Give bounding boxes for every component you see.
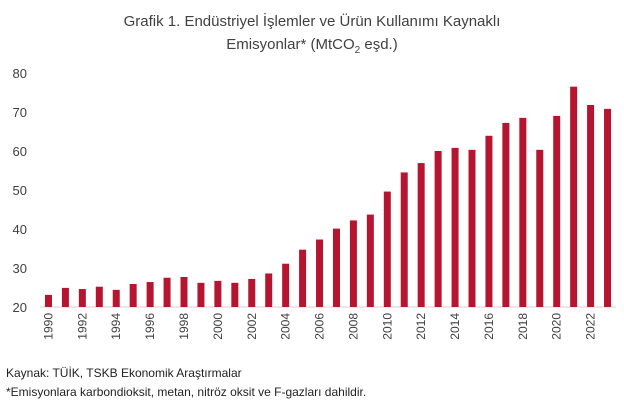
x-tick-label: 2022 [584, 313, 598, 340]
chart-title: Grafik 1. Endüstriyel İşlemler ve Ürün K… [0, 10, 624, 62]
bar-1994 [112, 289, 120, 307]
bar-2009 [366, 214, 374, 307]
bar-1998 [180, 276, 188, 307]
x-tick-label: 2012 [414, 313, 428, 340]
bar-2016 [485, 135, 493, 307]
footnote: *Emisyonlara karbondioksit, metan, nitrö… [6, 385, 367, 399]
bar-1999 [197, 282, 205, 307]
bar-1996 [146, 282, 154, 307]
source-note: Kaynak: TÜİK, TSKB Ekonomik Araştırmalar [6, 366, 242, 380]
bar-2014 [451, 147, 459, 307]
bar-2018 [519, 117, 527, 307]
bar-2019 [536, 149, 544, 307]
bar-2008 [349, 220, 357, 307]
x-tick-label: 2014 [448, 313, 462, 340]
title-text: Emisyonlar* (MtCO [226, 36, 355, 53]
chart-title-line1: Grafik 1. Endüstriyel İşlemler ve Ürün K… [123, 13, 501, 30]
bar-2001 [231, 282, 239, 307]
bar-1991 [61, 287, 69, 307]
bar-2013 [434, 151, 442, 307]
title-text: eşd.) [360, 36, 398, 53]
y-tick-label: 40 [13, 222, 27, 237]
x-tick-label: 1990 [41, 313, 55, 340]
bar-2007 [332, 228, 340, 307]
x-tick-label: 2010 [380, 313, 394, 340]
bar-1997 [163, 277, 171, 307]
x-tick-label: 1998 [177, 313, 191, 340]
bar-2003 [265, 273, 273, 307]
bar-2004 [282, 263, 290, 307]
bar-2017 [502, 122, 510, 307]
bar-2000 [214, 280, 222, 307]
bar-2012 [417, 163, 425, 307]
bar-1992 [78, 289, 86, 307]
y-tick-label: 80 [13, 66, 27, 81]
x-tick-label: 1992 [75, 313, 89, 340]
bar-2010 [383, 191, 391, 307]
bar-2011 [400, 172, 408, 307]
bar-chart: 20 30 40 50 60 70 80 1990 1992 1994 1996 1998 2000 20… [13, 66, 616, 340]
bar-1995 [129, 283, 137, 307]
x-tick-label: 1994 [109, 313, 123, 340]
y-tick-label: 60 [13, 144, 27, 159]
bar-2023 [604, 108, 612, 307]
x-tick-label: 2008 [346, 313, 360, 340]
x-tick-label: 2006 [313, 313, 327, 340]
bar-1993 [95, 286, 103, 307]
bar-1990 [44, 294, 52, 307]
x-tick-label: 2000 [211, 313, 225, 340]
y-tick-label: 70 [13, 105, 27, 120]
bar-2005 [299, 249, 307, 307]
bar-2021 [570, 86, 578, 308]
x-tick-label: 2020 [550, 313, 564, 340]
y-tick-label: 20 [13, 300, 27, 315]
bar-2022 [587, 104, 595, 307]
title-subscript: 2 [354, 45, 361, 56]
chart-title-line2: Emisyonlar* (MtCO2 eşd.) [0, 33, 624, 62]
x-tick-label: 2004 [279, 313, 293, 340]
bar-2006 [316, 239, 324, 307]
bar-2015 [468, 149, 476, 307]
bar-2002 [248, 278, 256, 307]
x-tick-label: 2002 [245, 313, 259, 340]
y-tick-label: 50 [13, 183, 27, 198]
x-tick-label: 2018 [516, 313, 530, 340]
x-tick-label: 1996 [143, 313, 157, 340]
bar-2020 [553, 115, 561, 308]
x-tick-label: 2016 [482, 313, 496, 340]
y-tick-label: 30 [13, 261, 27, 276]
